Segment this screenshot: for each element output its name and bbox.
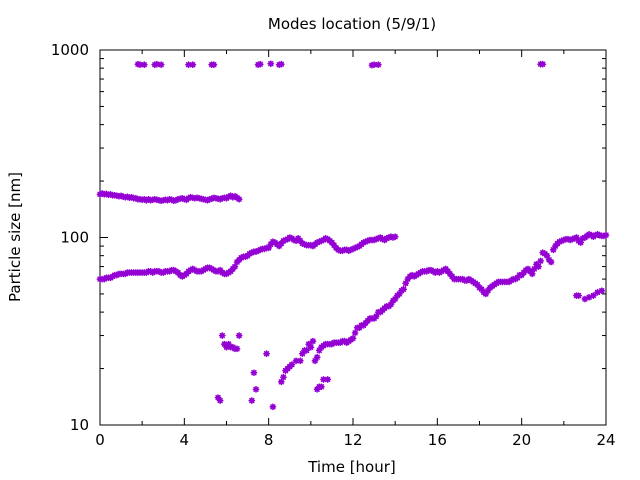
data-point — [256, 60, 264, 68]
data-point — [535, 263, 542, 270]
data-point — [235, 195, 243, 203]
data-point — [267, 60, 275, 68]
data-point — [349, 334, 357, 342]
data-point — [549, 246, 557, 254]
data-point — [248, 397, 256, 404]
data-point — [351, 329, 359, 337]
data-point — [391, 295, 399, 303]
data-point — [537, 257, 545, 265]
data-point — [288, 361, 296, 368]
x-tick-label: 12 — [343, 431, 362, 449]
data-point — [324, 376, 332, 383]
chart-title: Modes location (5/9/1) — [268, 15, 436, 33]
data-point — [598, 287, 606, 295]
x-axis-ticks: 0 4 8 12 16 20 24 — [95, 50, 616, 449]
data-point — [277, 60, 285, 68]
data-point — [547, 258, 555, 266]
data-point — [528, 270, 536, 278]
plot-border — [99, 49, 607, 426]
data-point — [233, 345, 241, 353]
x-tick-label: 24 — [596, 431, 615, 449]
x-tick-label: 4 — [180, 431, 190, 449]
data-point — [277, 378, 285, 386]
x-tick-label: 16 — [428, 431, 447, 449]
data-point — [216, 397, 224, 404]
data-points — [96, 60, 610, 411]
data-point — [218, 332, 226, 339]
data-point — [250, 369, 258, 377]
y-tick-label: 100 — [60, 229, 89, 247]
x-tick-label: 20 — [512, 431, 531, 449]
data-point — [313, 353, 321, 361]
data-point — [307, 343, 315, 351]
y-tick-label: 10 — [70, 416, 89, 434]
data-point — [303, 346, 311, 354]
y-tick-label: 1000 — [51, 41, 89, 59]
data-point — [317, 383, 325, 391]
data-point — [235, 332, 243, 339]
x-tick-label: 0 — [95, 431, 105, 449]
data-point — [263, 350, 270, 358]
plot-frame — [99, 49, 607, 426]
data-point — [309, 337, 317, 345]
data-point — [374, 61, 382, 69]
data-point — [231, 263, 239, 270]
data-point — [577, 239, 585, 246]
data-point — [539, 60, 547, 68]
data-point — [140, 61, 148, 69]
data-point — [400, 285, 408, 293]
y-axis-label: Particle size [nm] — [6, 172, 24, 302]
data-point — [157, 61, 165, 69]
x-axis-label: Time [hour] — [307, 458, 396, 476]
data-point — [391, 233, 399, 241]
data-point — [189, 61, 197, 69]
x-tick-label: 8 — [264, 431, 274, 449]
data-point — [269, 403, 277, 411]
data-point — [210, 61, 218, 69]
data-point — [575, 292, 582, 299]
data-point — [296, 357, 304, 365]
data-point — [280, 373, 287, 381]
data-point — [602, 231, 610, 239]
data-point — [252, 385, 260, 393]
data-point — [589, 292, 597, 299]
data-point — [530, 265, 538, 273]
